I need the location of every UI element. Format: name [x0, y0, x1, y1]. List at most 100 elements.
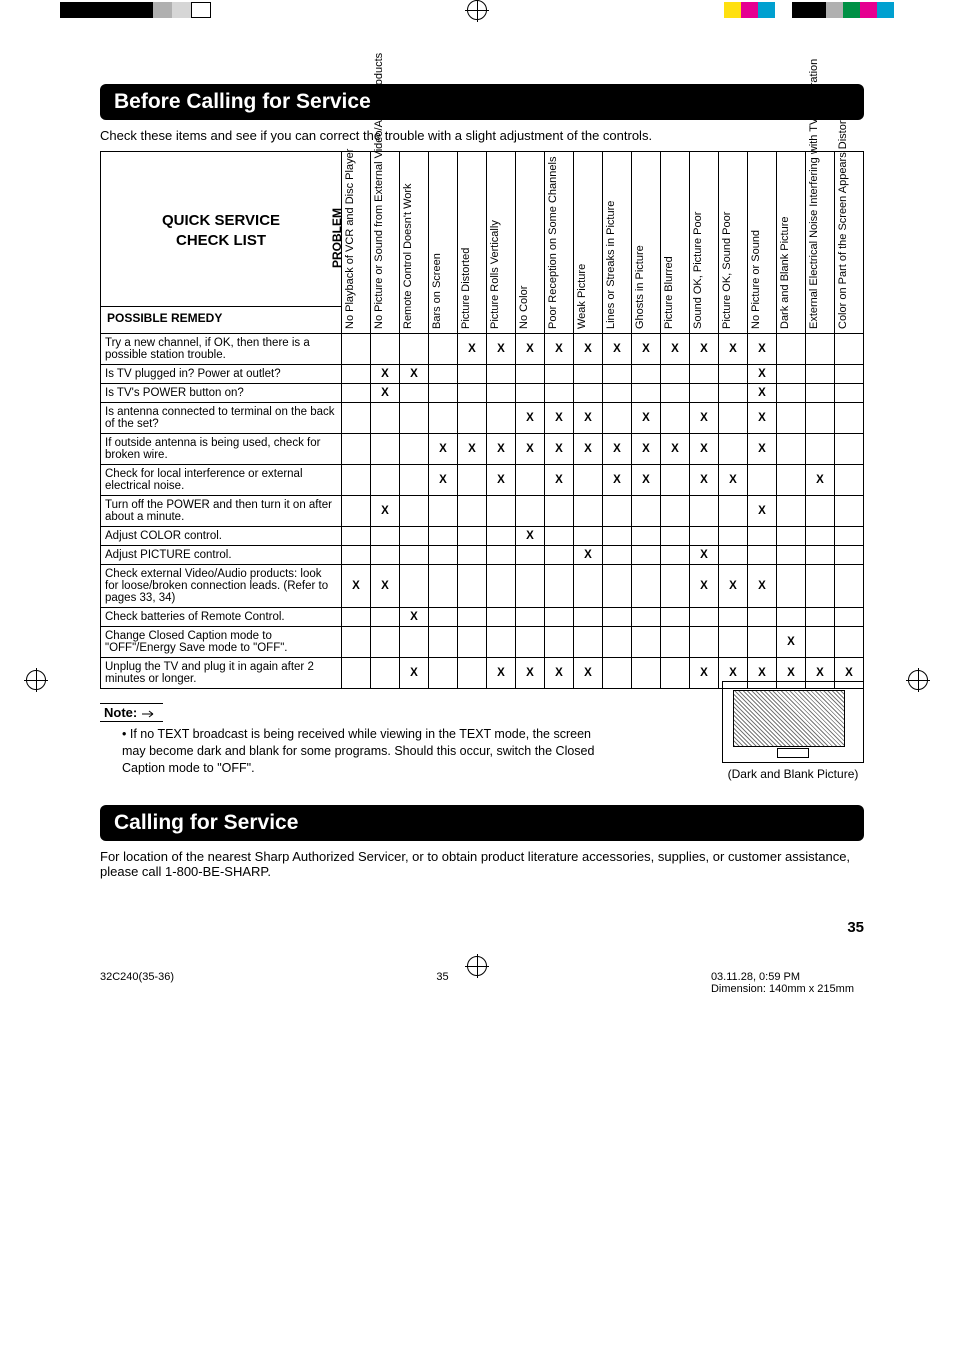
cell [458, 608, 487, 627]
cell: X [545, 434, 574, 465]
cell [835, 527, 864, 546]
cell [806, 334, 835, 365]
cell [777, 565, 806, 608]
column-header: Ghosts in Picture [632, 152, 661, 334]
row-label: Check for local interference or external… [101, 465, 342, 496]
cell: X [371, 496, 400, 527]
cell: X [516, 658, 545, 689]
column-header-label: No Picture or Sound [750, 230, 762, 329]
cell: X [574, 403, 603, 434]
table-body: Try a new channel, if OK, then there is … [101, 334, 864, 689]
corner-cell: QUICK SERVICE CHECK LIST PROBLEM POSSIBL… [101, 152, 342, 334]
cell: X [516, 527, 545, 546]
row-label: Unplug the TV and plug it in again after… [101, 658, 342, 689]
cell [748, 527, 777, 546]
cell [806, 565, 835, 608]
note-label: Note: [100, 703, 163, 722]
remedy-label: POSSIBLE REMEDY [101, 307, 341, 329]
column-header: Bars on Screen [429, 152, 458, 334]
cell [342, 384, 371, 403]
row-label: Turn off the POWER and then turn it on a… [101, 496, 342, 527]
cell: X [719, 334, 748, 365]
footer-center: 35 [436, 971, 448, 995]
cell: X [371, 565, 400, 608]
cell [342, 434, 371, 465]
column-header-label: Bars on Screen [431, 253, 443, 329]
page-content: Before Calling for Service Check these i… [0, 20, 954, 976]
cell: X [603, 334, 632, 365]
cell [458, 546, 487, 565]
cell [632, 608, 661, 627]
cell [516, 565, 545, 608]
cell: X [603, 434, 632, 465]
column-header: Dark and Blank Picture [777, 152, 806, 334]
cell [661, 527, 690, 546]
cell [458, 403, 487, 434]
service-text: For location of the nearest Sharp Author… [100, 849, 864, 879]
column-header: No Playback of VCR and Disc Player [342, 152, 371, 334]
cell [371, 334, 400, 365]
troubleshooting-table: QUICK SERVICE CHECK LIST PROBLEM POSSIBL… [100, 151, 864, 689]
cell [748, 546, 777, 565]
cell [342, 403, 371, 434]
cell [632, 658, 661, 689]
title-line-2: CHECK LIST [176, 232, 266, 249]
cell: X [748, 565, 777, 608]
cell [835, 403, 864, 434]
registration-target-icon [467, 0, 487, 20]
cell: X [371, 384, 400, 403]
cell [487, 546, 516, 565]
footer-date: 03.11.28, 0:59 PM [711, 971, 800, 983]
cell [806, 434, 835, 465]
tv-illustration [722, 681, 864, 763]
table-row: Is TV's POWER button on?XX [101, 384, 864, 403]
cell: X [487, 334, 516, 365]
cell [458, 565, 487, 608]
cell [632, 384, 661, 403]
row-label: Adjust PICTURE control. [101, 546, 342, 565]
cell [342, 527, 371, 546]
table-row: Adjust PICTURE control.XX [101, 546, 864, 565]
cell: X [632, 434, 661, 465]
cell [835, 627, 864, 658]
cell [545, 496, 574, 527]
cell [719, 403, 748, 434]
section-header-before: Before Calling for Service [100, 84, 864, 120]
cell [719, 527, 748, 546]
cell [400, 496, 429, 527]
cell [487, 496, 516, 527]
cell: X [400, 658, 429, 689]
cell [835, 608, 864, 627]
cell [429, 546, 458, 565]
cell [719, 365, 748, 384]
cell [400, 403, 429, 434]
table-row: Check external Video/Audio products: loo… [101, 565, 864, 608]
column-header-label: Picture Blurred [663, 256, 675, 329]
cell [371, 465, 400, 496]
column-header-label: Remote Control Doesn't Work [402, 183, 414, 329]
cell [458, 365, 487, 384]
cell [806, 527, 835, 546]
note-label-text: Note: [104, 705, 137, 720]
cell [603, 365, 632, 384]
cell [690, 496, 719, 527]
cell [487, 627, 516, 658]
cell [429, 608, 458, 627]
cell [429, 334, 458, 365]
cell: X [487, 434, 516, 465]
cell [429, 658, 458, 689]
cell: X [748, 365, 777, 384]
cell [603, 627, 632, 658]
cell [806, 365, 835, 384]
table-row: If outside antenna is being used, check … [101, 434, 864, 465]
column-header-label: External Electrical Noise Interfering wi… [808, 59, 820, 329]
cell [603, 658, 632, 689]
cell [400, 627, 429, 658]
table-row: Is TV plugged in? Power at outlet?XXX [101, 365, 864, 384]
note-arrow-icon [141, 706, 159, 721]
table-row: Check for local interference or external… [101, 465, 864, 496]
cell [719, 384, 748, 403]
registration-target-icon [26, 670, 46, 690]
cell [516, 365, 545, 384]
cell [342, 334, 371, 365]
